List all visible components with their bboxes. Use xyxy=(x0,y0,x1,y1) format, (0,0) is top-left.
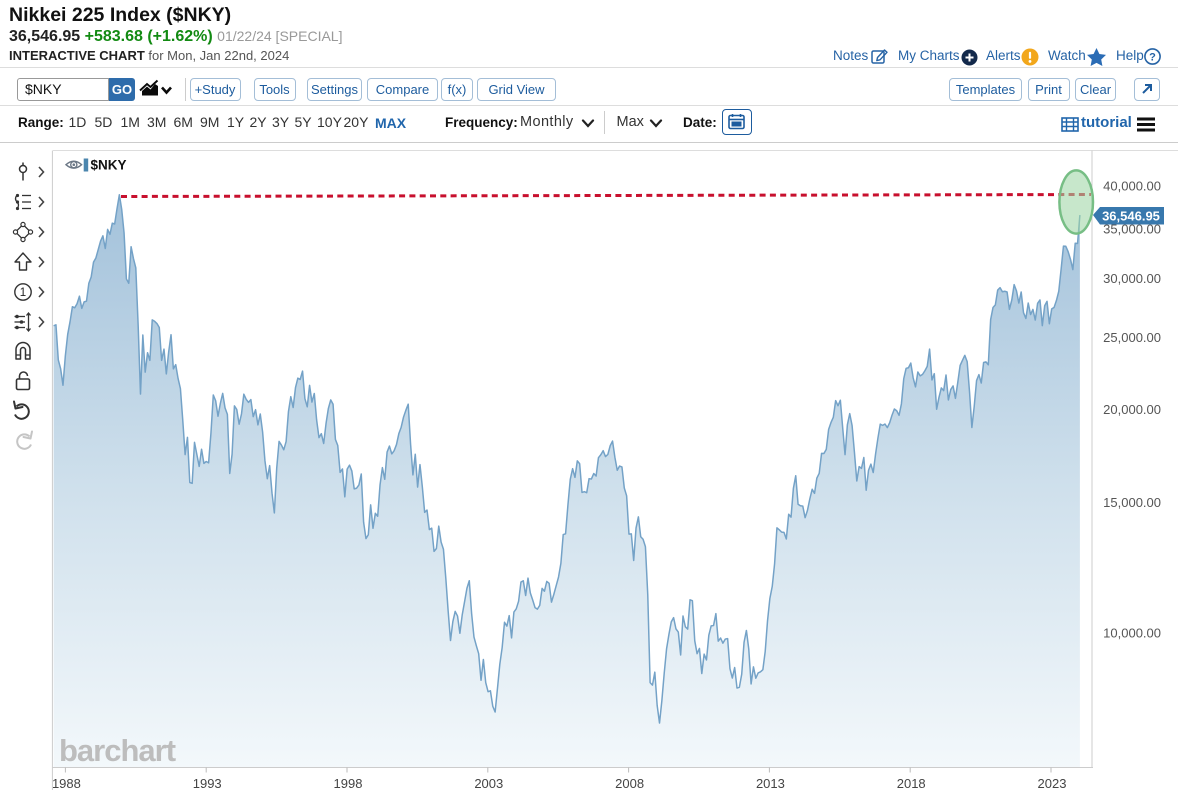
svg-text:2003: 2003 xyxy=(474,776,503,791)
svg-text:1998: 1998 xyxy=(334,776,363,791)
svg-text:1993: 1993 xyxy=(193,776,222,791)
svg-text:40,000.00: 40,000.00 xyxy=(1103,178,1161,193)
svg-text:2018: 2018 xyxy=(897,776,926,791)
svg-text:30,000.00: 30,000.00 xyxy=(1103,271,1161,286)
svg-text:2008: 2008 xyxy=(615,776,644,791)
svg-text:?: ? xyxy=(1149,51,1156,63)
svg-text:1: 1 xyxy=(20,287,26,299)
svg-text:36,546.95: 36,546.95 xyxy=(1102,209,1160,224)
svg-text:1988: 1988 xyxy=(52,776,81,791)
svg-text:25,000.00: 25,000.00 xyxy=(1103,330,1161,345)
svg-text:20,000.00: 20,000.00 xyxy=(1103,402,1161,417)
svg-text:barchart: barchart xyxy=(59,733,176,768)
svg-text:15,000.00: 15,000.00 xyxy=(1103,495,1161,510)
svg-text:2013: 2013 xyxy=(756,776,785,791)
svg-text:$NKY: $NKY xyxy=(91,157,127,172)
svg-text:10,000.00: 10,000.00 xyxy=(1103,626,1161,641)
svg-text:2023: 2023 xyxy=(1038,776,1067,791)
svg-text:35,000.00: 35,000.00 xyxy=(1103,222,1161,237)
